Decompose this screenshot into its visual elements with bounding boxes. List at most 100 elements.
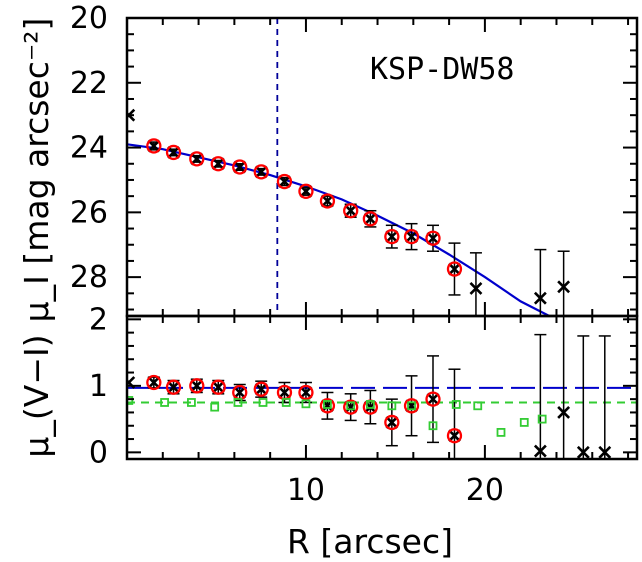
data-points xyxy=(127,374,612,459)
cross-marker xyxy=(448,429,461,443)
cross-marker xyxy=(299,386,313,399)
fit-line xyxy=(127,143,550,316)
square-marker xyxy=(519,418,529,427)
circle-marker xyxy=(232,159,248,175)
circle-marker xyxy=(425,230,441,246)
circle-marker xyxy=(384,414,400,431)
x-axis-label: R [arcsec] xyxy=(287,522,453,561)
circle-marker xyxy=(343,203,359,219)
cross-marker xyxy=(557,280,571,294)
circle-marker xyxy=(403,398,420,414)
square-marker xyxy=(187,398,196,407)
cross-marker xyxy=(254,382,268,396)
cross-marker xyxy=(576,445,590,459)
data-points xyxy=(127,108,571,305)
cross-marker xyxy=(448,262,461,276)
circle-marker xyxy=(276,173,293,190)
square-marker xyxy=(160,398,169,407)
square-marker xyxy=(451,400,461,409)
circle-marker xyxy=(189,378,205,394)
circle-marker xyxy=(165,379,182,395)
circle-marker xyxy=(298,183,314,199)
cross-marker xyxy=(190,379,204,393)
square-marker xyxy=(258,398,268,407)
square-marker xyxy=(323,400,332,409)
y-tick-label: 26 xyxy=(70,195,108,230)
square-marker xyxy=(127,396,134,405)
fit-curve xyxy=(127,143,550,316)
y-tick-labels: 20 22 24 26 28 xyxy=(70,1,108,295)
circle-marker xyxy=(343,399,359,415)
x-tick-label: 10 xyxy=(287,473,325,508)
annotation-label: KSP-DW58 xyxy=(370,52,515,87)
square-marker xyxy=(365,400,375,409)
square-marker xyxy=(387,401,397,411)
cross-marker xyxy=(254,165,268,179)
square-marker xyxy=(537,414,547,424)
cross-marker xyxy=(557,406,571,419)
circle-marker xyxy=(384,228,400,245)
y-tick-label: 24 xyxy=(70,131,108,166)
y-tick-label: 0 xyxy=(89,435,108,470)
cross-marker xyxy=(167,380,180,394)
square-marker xyxy=(496,427,506,437)
circle-marker xyxy=(253,381,269,397)
y-tick-label: 28 xyxy=(70,260,108,295)
cross-marker xyxy=(385,230,399,244)
cross-marker xyxy=(598,445,612,459)
cross-marker xyxy=(211,380,225,394)
circle-marker xyxy=(298,384,314,401)
square-marker xyxy=(346,401,356,411)
circle-marker xyxy=(210,379,226,395)
cross-marker xyxy=(278,175,291,188)
cross-marker xyxy=(233,160,247,174)
error-bars xyxy=(147,141,570,316)
square-marker xyxy=(210,402,220,412)
circle-marker xyxy=(210,156,226,172)
cross-marker xyxy=(363,212,377,226)
circle-marker xyxy=(253,164,269,180)
square-marker xyxy=(407,401,416,411)
top-y-axis-label: μ_I [mag arcsec⁻²] xyxy=(17,18,56,323)
cross-marker xyxy=(167,146,180,159)
cross-marker xyxy=(190,152,204,166)
cross-marker xyxy=(426,231,440,245)
circle-marker xyxy=(165,144,182,161)
cross-marker xyxy=(321,194,334,208)
circle-marker xyxy=(446,428,463,444)
y-tick-label: 2 xyxy=(89,302,108,337)
circle-marker xyxy=(189,151,205,167)
tick-labels: 0 1 2 10 20 xyxy=(89,302,504,508)
square-marker xyxy=(233,398,243,407)
cross-marker xyxy=(147,376,161,389)
square-marker xyxy=(473,401,483,411)
cross-marker xyxy=(385,415,399,429)
x-tick-label: 20 xyxy=(466,473,504,508)
circle-marker xyxy=(319,193,336,209)
circle-marker xyxy=(446,261,463,277)
bottom-panel-frame xyxy=(125,314,639,461)
y-tick-label: 20 xyxy=(70,1,108,36)
reference-lines xyxy=(127,386,637,404)
cross-marker xyxy=(147,139,161,153)
top-panel: 20 22 24 26 28 KSP-DW58 μ_I [mag arcsec⁻²] xyxy=(17,1,639,323)
error-bars xyxy=(147,316,611,459)
circle-marker xyxy=(362,211,379,227)
y-tick-label: 1 xyxy=(89,369,108,404)
circle-marker xyxy=(146,138,162,154)
tick-marks xyxy=(127,316,637,459)
cross-marker xyxy=(211,157,225,171)
square-marker xyxy=(301,399,311,409)
cross-marker xyxy=(233,386,247,399)
circle-marker xyxy=(146,374,162,391)
circle-marker xyxy=(425,391,441,407)
bottom-y-axis-label: μ_(V−I) xyxy=(17,334,56,457)
cross-marker xyxy=(405,230,418,244)
circle-marker xyxy=(319,398,336,414)
cross-marker xyxy=(426,392,440,406)
bottom-panel: 0 1 2 10 20 μ_(V−I) R [arcsec] xyxy=(17,302,639,561)
cross-marker xyxy=(533,291,547,305)
cross-marker xyxy=(299,184,313,198)
circle-marker xyxy=(403,228,420,245)
